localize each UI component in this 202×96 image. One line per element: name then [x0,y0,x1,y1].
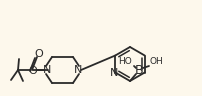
Text: O: O [35,49,43,59]
Text: HO: HO [118,58,131,67]
Text: B: B [134,65,143,77]
Text: N: N [43,65,51,75]
Text: N: N [74,65,82,75]
Text: N: N [109,69,118,79]
Text: OH: OH [148,58,162,67]
Text: O: O [28,66,37,76]
